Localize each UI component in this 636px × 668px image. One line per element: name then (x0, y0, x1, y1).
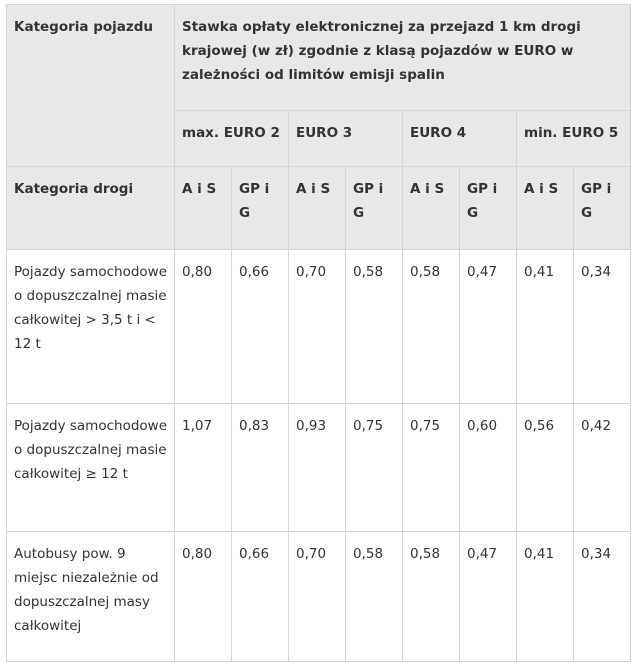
rate-cell: 0,93 (288, 403, 346, 532)
euro-class-header: min. EURO 5 (515, 110, 632, 167)
euro-class-header: max. EURO 2 (174, 110, 289, 167)
rate-cell: 0,58 (402, 531, 460, 662)
road-type-header: GP i G (345, 166, 403, 250)
road-type-header: A i S (516, 166, 574, 250)
table-row: Autobusy pow. 9 miejsc niezależnie od do… (6, 531, 632, 662)
road-type-header: A i S (402, 166, 460, 250)
table-row: Pojazdy samochodowe o dopuszczalnej masi… (6, 249, 632, 404)
vehicle-category-cell: Pojazdy samochodowe o dopuszczalnej masi… (6, 403, 175, 532)
rate-cell: 0,83 (231, 403, 289, 532)
rate-cell: 0,60 (459, 403, 517, 532)
rate-cell: 0,34 (572, 531, 632, 662)
rate-cell: 0,47 (459, 531, 517, 662)
vehicle-category-cell: Autobusy pow. 9 miejsc niezależnie od do… (6, 531, 175, 662)
rate-cell: 0,34 (572, 249, 632, 404)
rate-cell: 0,70 (288, 531, 346, 662)
rate-cell: 0,75 (402, 403, 460, 532)
rate-cell: 0,42 (572, 403, 632, 532)
road-type-header: A i S (174, 166, 232, 250)
euro-class-header: EURO 4 (402, 110, 517, 167)
rate-cell: 0,80 (174, 531, 232, 662)
vehicle-category-header: Kategoria pojazdu (6, 4, 175, 167)
euro-class-header: EURO 3 (288, 110, 403, 167)
header-row-road-types: Kategoria drogi A i S GP i G A i S GP i … (6, 166, 632, 250)
rate-cell: 0,41 (516, 249, 574, 404)
rate-cell: 0,58 (402, 249, 460, 404)
road-type-header: GP i G (459, 166, 517, 250)
rate-cell: 0,58 (345, 531, 403, 662)
rate-cell: 0,80 (174, 249, 232, 404)
header-row-title: Kategoria pojazdu Stawka opłaty elektron… (6, 4, 632, 167)
road-type-header: A i S (288, 166, 346, 250)
toll-rates-table: Kategoria pojazdu Stawka opłaty elektron… (6, 4, 632, 662)
rate-cell: 1,07 (174, 403, 232, 532)
road-type-header: GP i G (231, 166, 289, 250)
table-row: Pojazdy samochodowe o dopuszczalnej masi… (6, 403, 632, 532)
rate-cell: 0,47 (459, 249, 517, 404)
vehicle-category-cell: Pojazdy samochodowe o dopuszczalnej masi… (6, 249, 175, 404)
road-type-header: GP i G (572, 166, 632, 250)
rate-cell: 0,70 (288, 249, 346, 404)
rate-cell: 0,58 (345, 249, 403, 404)
rate-cell: 0,56 (516, 403, 574, 532)
rate-cell: 0,41 (516, 531, 574, 662)
road-category-header: Kategoria drogi (6, 166, 175, 250)
rate-cell: 0,66 (231, 531, 289, 662)
rate-title-header: Stawka opłaty elektronicznej za przejazd… (173, 4, 632, 111)
header-row-euro-classes: max. EURO 2 EURO 3 EURO 4 min. EURO 5 (7, 110, 632, 167)
rate-cell: 0,66 (231, 249, 289, 404)
rate-cell: 0,75 (345, 403, 403, 532)
